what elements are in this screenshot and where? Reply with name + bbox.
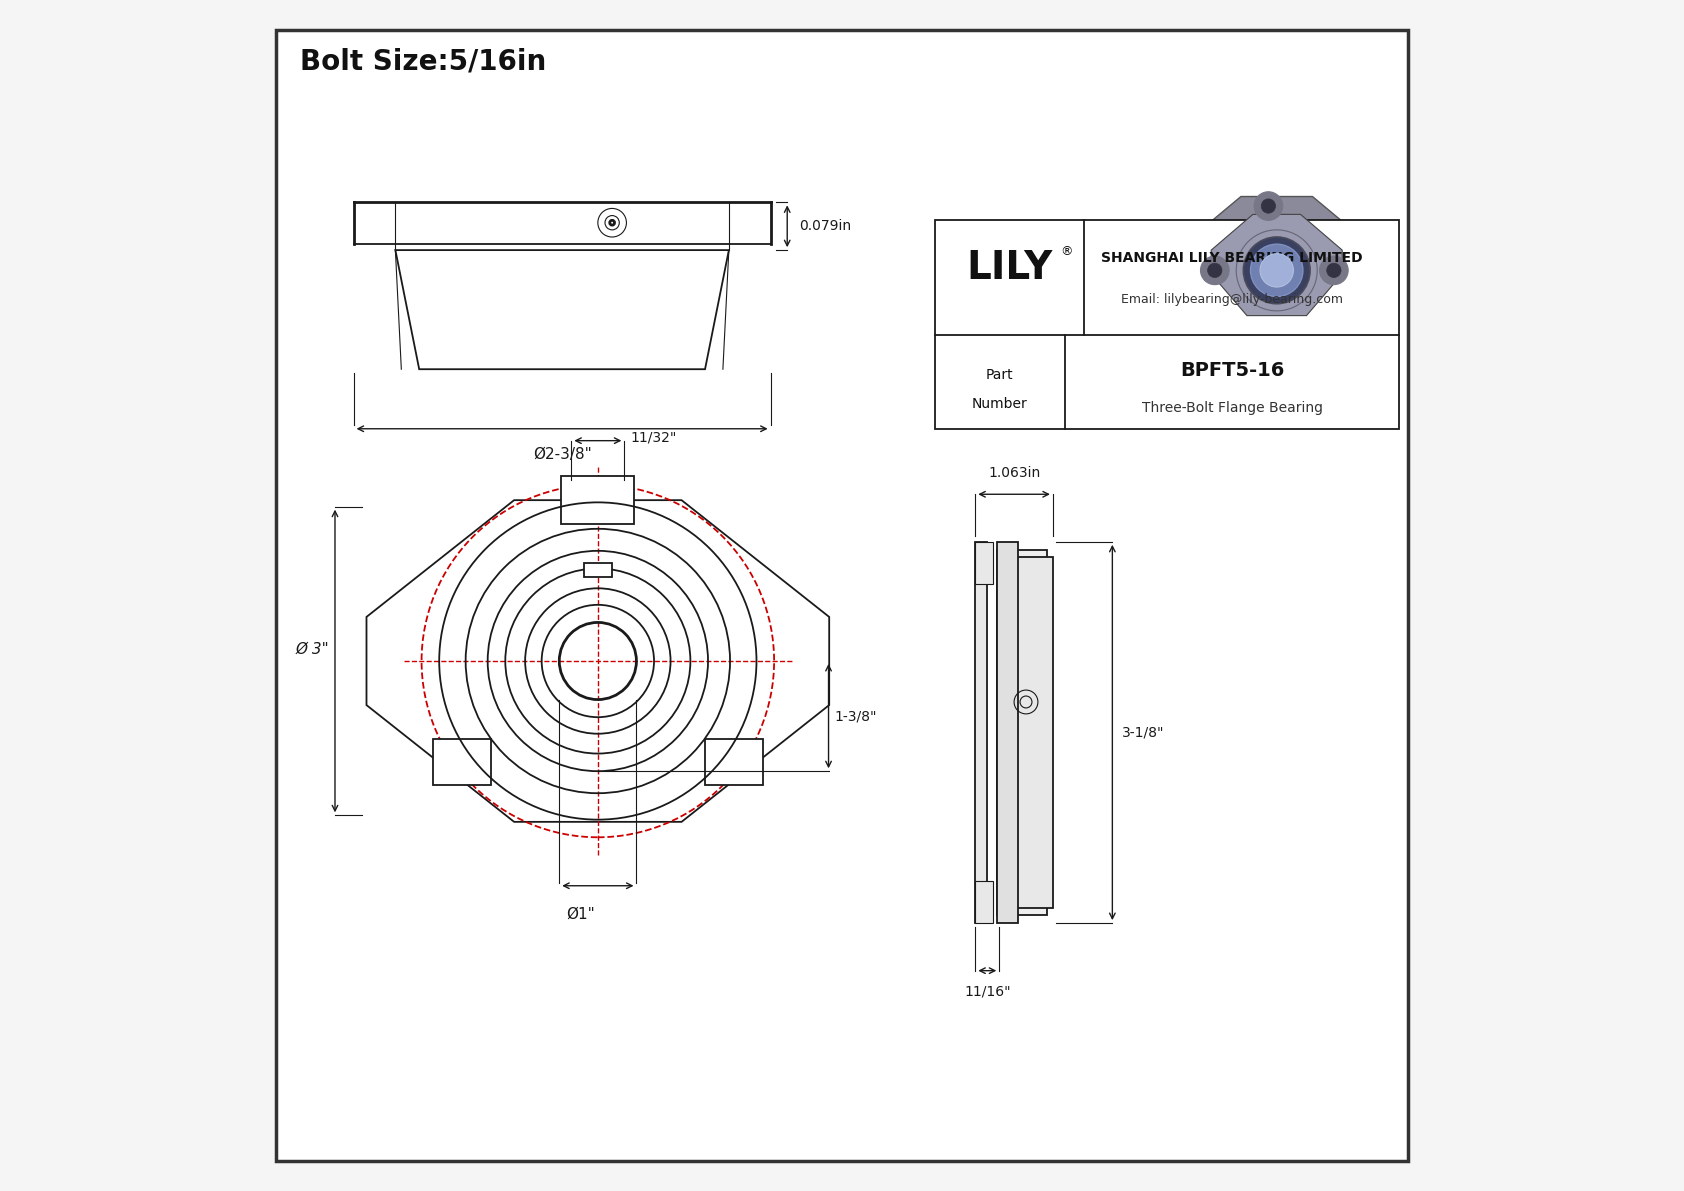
Text: 11/16": 11/16" xyxy=(963,985,1010,999)
Text: Ø2-3/8": Ø2-3/8" xyxy=(532,447,591,462)
Bar xyxy=(975,881,994,923)
Text: 1.063in: 1.063in xyxy=(989,466,1041,480)
Text: Email: lilybearing@lily-bearing.com: Email: lilybearing@lily-bearing.com xyxy=(1122,293,1344,306)
Text: 11/32": 11/32" xyxy=(632,430,677,444)
Text: BPFT5-16: BPFT5-16 xyxy=(1180,361,1285,380)
Circle shape xyxy=(1243,237,1310,304)
Bar xyxy=(935,220,1399,429)
Circle shape xyxy=(1327,263,1340,278)
Polygon shape xyxy=(1191,197,1362,333)
Circle shape xyxy=(1255,192,1283,220)
Text: 1-3/8": 1-3/8" xyxy=(835,709,877,723)
Text: SHANGHAI LILY BEARING LIMITED: SHANGHAI LILY BEARING LIMITED xyxy=(1101,251,1362,264)
Text: ®: ® xyxy=(1061,245,1073,258)
Polygon shape xyxy=(561,476,635,524)
Circle shape xyxy=(1261,199,1275,213)
Text: Three-Bolt Flange Bearing: Three-Bolt Flange Bearing xyxy=(1142,401,1322,414)
Circle shape xyxy=(1260,254,1293,287)
Polygon shape xyxy=(367,500,829,822)
Bar xyxy=(975,542,994,584)
Circle shape xyxy=(1320,256,1349,285)
Bar xyxy=(997,542,1019,923)
Bar xyxy=(997,549,1047,916)
Circle shape xyxy=(1201,256,1229,285)
Text: 0.079in: 0.079in xyxy=(800,219,850,233)
Circle shape xyxy=(1207,263,1223,278)
Text: Ø1": Ø1" xyxy=(566,908,594,922)
Text: Number: Number xyxy=(972,397,1027,411)
Text: Part: Part xyxy=(987,368,1014,381)
Polygon shape xyxy=(1211,214,1342,316)
Text: Ø 3": Ø 3" xyxy=(295,642,328,656)
Text: LILY: LILY xyxy=(967,249,1052,287)
Text: 3-1/8": 3-1/8" xyxy=(1122,725,1164,740)
Circle shape xyxy=(1251,244,1303,297)
Bar xyxy=(999,557,1052,908)
Polygon shape xyxy=(396,250,729,369)
Bar xyxy=(975,542,987,923)
Polygon shape xyxy=(704,740,763,786)
Text: Bolt Size:5/16in: Bolt Size:5/16in xyxy=(300,48,546,76)
Bar xyxy=(584,563,613,578)
Polygon shape xyxy=(433,740,492,786)
